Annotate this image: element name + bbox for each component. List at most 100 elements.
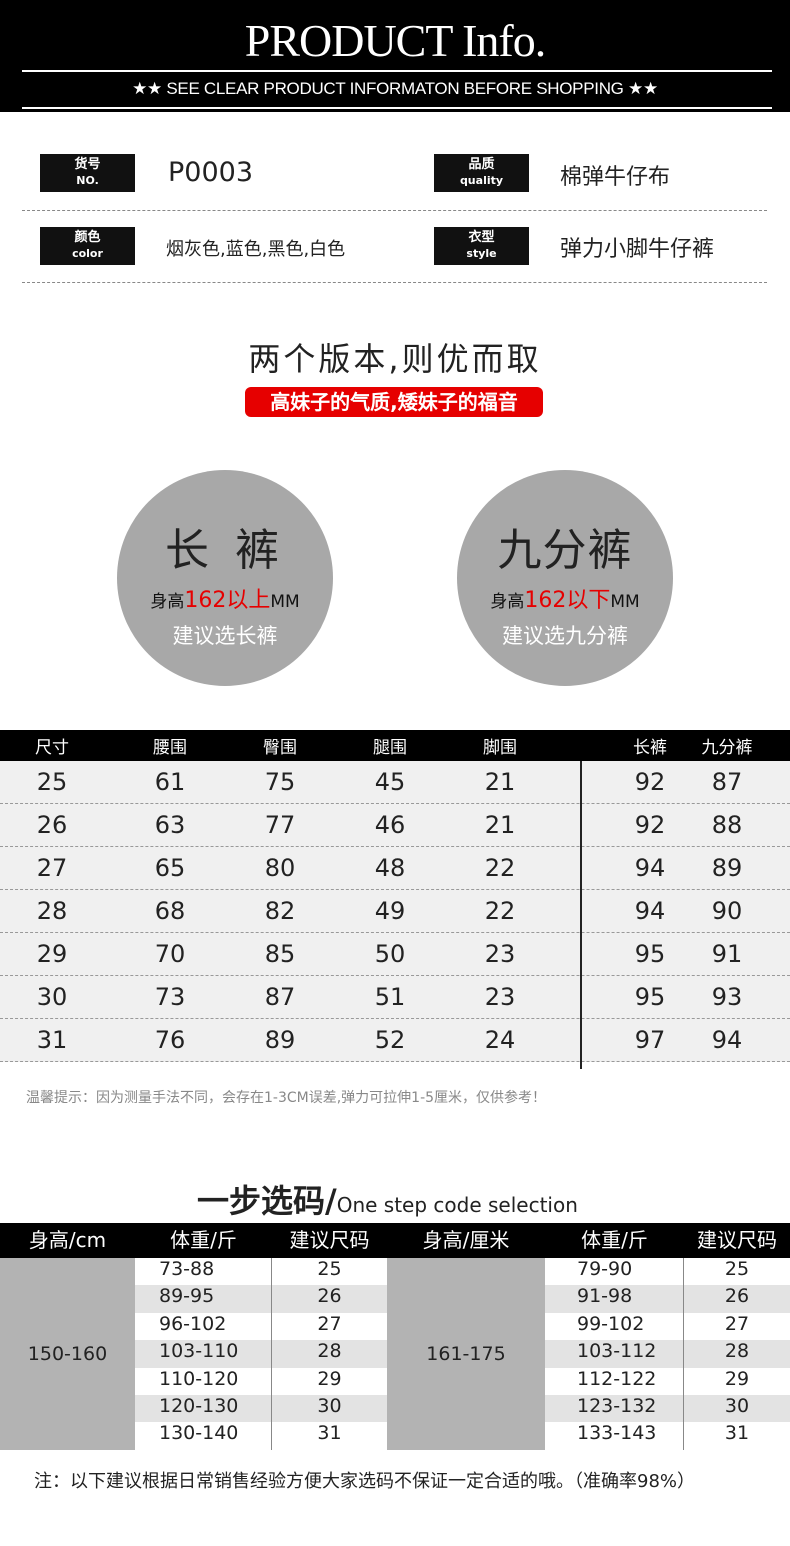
versions-title: 两个版本,则优而取	[248, 340, 542, 378]
size-note: 温馨提示：因为测量手法不同，会存在1-3CM误差,弹力可拉伸1-5厘米，仅供参考…	[26, 1090, 547, 1106]
table-cell: 31	[36, 1026, 68, 1054]
column-header: 身高/厘米	[422, 1228, 510, 1252]
table-cell: 80	[264, 854, 296, 882]
divider	[22, 107, 772, 109]
table-cell: 52	[374, 1026, 406, 1054]
weight-cell: 103-110	[135, 1340, 272, 1368]
table-cell: 92	[634, 811, 666, 839]
table-cell: 27	[36, 854, 68, 882]
weight-cell: 103-112	[545, 1340, 684, 1368]
table-cell: 94	[634, 897, 666, 925]
selection-footer: 注：以下建议根据日常销售经验方便大家选码不保证一定合适的哦。（准确率98%）	[34, 1471, 696, 1492]
table-cell: 29	[36, 940, 68, 968]
table-row: 96-102 27	[135, 1312, 387, 1341]
table-row: 28 68 82 49 22 94 90	[0, 890, 790, 933]
weight-cell: 96-102	[135, 1312, 272, 1341]
weight-cell: 112-122	[545, 1367, 684, 1395]
selection-title: 一步选码/One step code selection	[197, 1182, 578, 1220]
size-cell: 26	[317, 1285, 342, 1308]
table-cell: 89	[711, 854, 743, 882]
table-cell: 70	[154, 940, 186, 968]
table-cell: 73	[154, 983, 186, 1011]
column-header: 身高/cm	[28, 1228, 107, 1252]
style-value: 弹力小脚牛仔裤	[560, 237, 715, 262]
table-cell: 68	[154, 897, 186, 925]
table-row: 31 76 89 52 24 97 94	[0, 1019, 790, 1062]
table-row: 30 73 87 51 23 95 93	[0, 976, 790, 1019]
table-cell: 28	[36, 897, 68, 925]
column-header: 腿围	[373, 738, 407, 758]
table-row: 110-120 29	[135, 1367, 387, 1395]
table-cell: 45	[374, 768, 406, 796]
table-row: 27 65 80 48 22 94 89	[0, 847, 790, 890]
table-cell: 48	[374, 854, 406, 882]
size-cell: 31	[317, 1422, 342, 1445]
table-cell: 97	[634, 1026, 666, 1054]
column-header: 尺寸	[35, 738, 69, 758]
divider	[22, 282, 767, 283]
table-row: 133-143 31	[545, 1422, 790, 1450]
weight-cell: 89-95	[135, 1285, 272, 1313]
size-cell: 30	[724, 1394, 750, 1417]
table-cell: 49	[374, 897, 406, 925]
table-row: 120-130 30	[135, 1394, 387, 1423]
weight-cell: 79-90	[545, 1258, 684, 1286]
size-cell: 25	[317, 1258, 342, 1280]
header-title: PRODUCT Info.	[244, 15, 547, 66]
height-cell: 150-160	[0, 1258, 135, 1450]
table-row: 123-132 30	[545, 1394, 790, 1423]
table-cell: 92	[634, 768, 666, 796]
table-row: 99-102 27	[545, 1312, 790, 1341]
table-cell: 51	[374, 983, 406, 1011]
table-row: 89-95 26	[135, 1285, 387, 1313]
selection-table: 身高/cm 体重/斤 建议尺码 身高/厘米 体重/斤 建议尺码 150-160 73-88 25…	[0, 1223, 790, 1450]
size-cell: 28	[317, 1340, 342, 1363]
table-cell: 23	[484, 940, 516, 968]
column-header: 臀围	[263, 738, 297, 758]
table-cell: 30	[36, 983, 68, 1011]
table-cell: 91	[711, 940, 743, 968]
column-header: 体重/斤	[581, 1228, 648, 1252]
size-cell: 28	[724, 1340, 750, 1363]
table-cell: 89	[264, 1026, 296, 1054]
table-row: 103-110 28	[135, 1340, 387, 1368]
table-cell: 82	[264, 897, 296, 925]
table-cell: 94	[711, 1026, 743, 1054]
column-header: 体重/斤	[170, 1228, 237, 1252]
table-cell: 63	[154, 811, 186, 839]
divider	[22, 210, 767, 211]
table-cell: 95	[634, 940, 666, 968]
size-cell: 31	[724, 1422, 750, 1445]
table-cell: 87	[264, 983, 296, 1011]
table-cell: 22	[484, 897, 516, 925]
version-long: 长 裤 身高162以上MM 建议选长裤	[117, 470, 333, 686]
table-row: 112-122 29	[545, 1367, 790, 1395]
table-cell: 90	[711, 897, 743, 925]
weight-cell: 91-98	[545, 1285, 684, 1313]
height-cell: 161-175	[387, 1258, 545, 1450]
table-row: 91-98 26	[545, 1285, 790, 1313]
label-color: 颜色 color	[40, 227, 135, 265]
column-header: 脚围	[483, 738, 517, 758]
weight-cell: 133-143	[545, 1422, 684, 1450]
table-cell: 21	[484, 768, 516, 796]
table-cell: 24	[484, 1026, 516, 1054]
table-cell: 50	[374, 940, 406, 968]
weight-cell: 110-120	[135, 1367, 272, 1395]
weight-cell: 73-88	[135, 1258, 272, 1286]
table-cell: 61	[154, 768, 186, 796]
divider	[22, 70, 772, 72]
product-number: P0003	[168, 157, 253, 188]
table-cell: 76	[154, 1026, 186, 1054]
quality-value: 棉弹牛仔布	[560, 165, 671, 190]
size-cell: 25	[724, 1258, 750, 1280]
size-cell: 29	[317, 1367, 342, 1390]
color-value: 烟灰色,蓝色,黑色,白色	[166, 239, 346, 260]
size-cell: 30	[317, 1394, 342, 1417]
column-header: 腰围	[153, 738, 187, 758]
size-cell: 26	[724, 1285, 750, 1308]
header-banner: PRODUCT Info. ★★ SEE CLEAR PRODUCT INFOR…	[0, 0, 790, 112]
table-row: 130-140 31	[135, 1422, 387, 1450]
label-quality: 品质 quality	[434, 154, 529, 192]
table-cell: 65	[154, 854, 186, 882]
